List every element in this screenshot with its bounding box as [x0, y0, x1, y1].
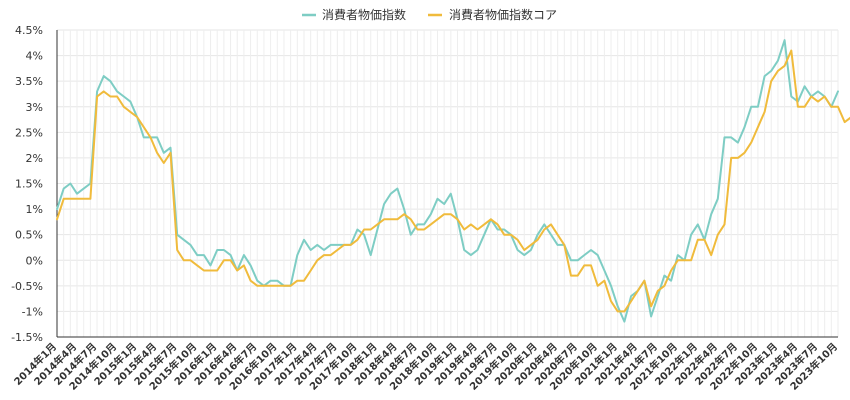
y-tick-label: 1.5%: [15, 178, 43, 191]
y-tick-label: 1%: [26, 203, 43, 216]
y-tick-label: 2%: [26, 152, 43, 165]
y-tick-label: 4%: [26, 50, 43, 63]
series-line-2: [56, 49, 850, 313]
y-axis-tick-labels: 4.5% 4% 3.5% 3% 2.5% 2% 1.5% 1% 0.5% 0% -0.5% -1% -1…: [11, 24, 43, 344]
series-lines: [56, 39, 850, 323]
legend-label-2: 消費者物価指数コア: [449, 7, 557, 22]
y-tick-label: 0.5%: [15, 229, 43, 242]
axes: [56, 30, 838, 338]
y-tick-label: 4.5%: [15, 24, 43, 37]
series-line-1: [56, 39, 839, 323]
x-axis-tick-labels: 2014年1月2014年4月2014年7月2014年10月2015年1月2015…: [11, 340, 840, 393]
y-tick-label: 3.5%: [15, 75, 43, 88]
y-tick-label: 0%: [26, 254, 43, 267]
x-gridlines: [56, 30, 839, 337]
y-tick-label: 3%: [26, 101, 43, 114]
y-tick-label: -1%: [22, 305, 43, 318]
legend: 消費者物価指数 消費者物価指数コア: [302, 7, 557, 22]
y-tick-label: 2.5%: [15, 126, 43, 139]
y-tick-label: -0.5%: [11, 280, 43, 293]
legend-label-1: 消費者物価指数: [322, 7, 406, 22]
y-tick-label: -1.5%: [11, 331, 43, 344]
